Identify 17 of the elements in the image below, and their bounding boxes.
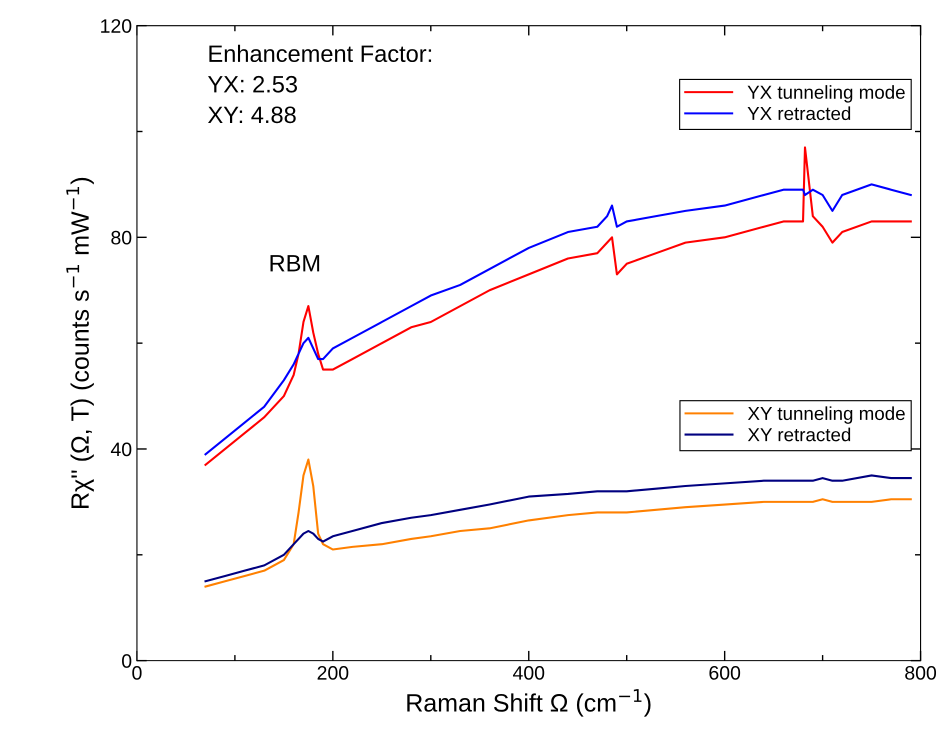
y-tick-label: 0	[122, 654, 132, 668]
x-axis-title: Raman Shift Ω (cm$^{−1}$)	[407, 689, 651, 717]
legend-label: YX tunneling mode	[748, 85, 905, 103]
x-tick-label: 400	[512, 666, 544, 680]
annotation: RBM	[270, 255, 320, 272]
legend-label: XY tunneling mode	[748, 406, 905, 424]
legend-label: XY retracted	[748, 428, 850, 442]
x-tick-label: 200	[318, 666, 348, 680]
annotation: Enhancement Factor: YX: 2.53 XY: 4.88	[208, 44, 432, 124]
y-tick-label: 40	[110, 442, 132, 456]
y-tick-label: 80	[111, 230, 132, 245]
legend-label: YX retracted	[748, 106, 850, 120]
x-tick-label: 800	[905, 666, 936, 680]
x-tick-label: 0	[132, 666, 142, 680]
y-tick-label: 120	[101, 19, 132, 33]
y-axis-title: Rχ'' (Ω, T) (counts s$^{−1}$ mW$^{−1}$)	[66, 178, 94, 508]
x-tick-label: 600	[709, 666, 740, 680]
